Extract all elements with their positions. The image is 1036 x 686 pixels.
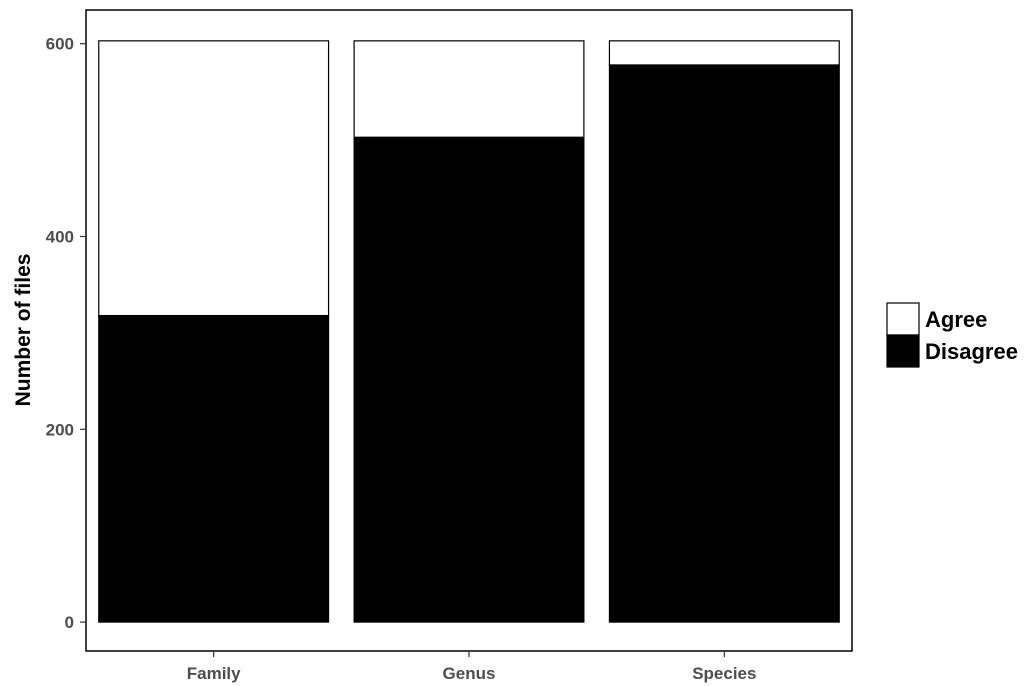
bar-disagree-family [98, 314, 330, 623]
bar-agree-family [98, 40, 330, 317]
x-tick-label-family: Family [187, 664, 241, 683]
y-axis: 0 200 400 600 [46, 35, 86, 632]
legend: Agree Disagree [886, 302, 1018, 368]
y-tick-label-600: 600 [46, 35, 74, 54]
y-axis-title: Number of files [12, 254, 35, 407]
x-tick-label-species: Species [692, 664, 756, 683]
legend-key-agree [886, 302, 920, 336]
x-axis: Family Genus Species [187, 651, 756, 683]
legend-label-agree: Agree [925, 307, 987, 332]
legend-key-disagree [886, 334, 920, 368]
y-tick-label-200: 200 [46, 420, 74, 439]
bar-agree-species [608, 40, 840, 66]
bar-disagree-species [608, 64, 840, 623]
bar-disagree-genus [353, 136, 585, 623]
y-tick-label-400: 400 [46, 228, 74, 247]
y-tick-label-0: 0 [65, 613, 74, 632]
x-tick-label-genus: Genus [443, 664, 496, 683]
bars-group [98, 40, 840, 623]
bar-agree-genus [353, 40, 585, 138]
legend-label-disagree: Disagree [925, 339, 1018, 364]
